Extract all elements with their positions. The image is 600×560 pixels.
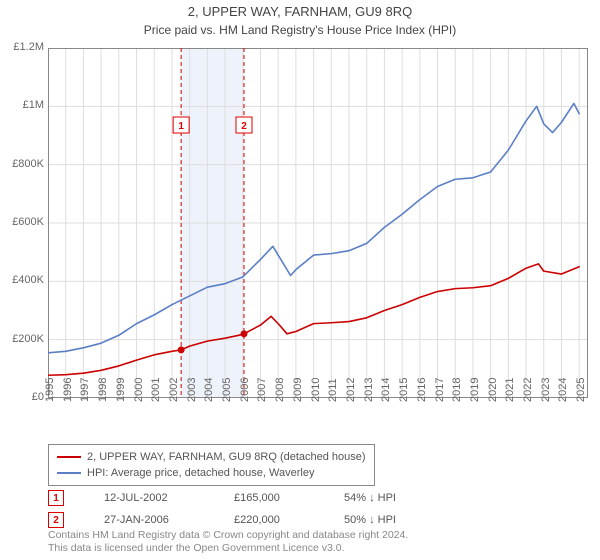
transaction-date: 27-JAN-2006	[104, 514, 194, 526]
footer: Contains HM Land Registry data © Crown c…	[48, 529, 408, 556]
x-tick-label: 2016	[416, 378, 428, 402]
x-tick-label: 2019	[469, 378, 481, 402]
x-tick-label: 2023	[540, 378, 552, 402]
legend-label: HPI: Average price, detached house, Wave…	[87, 465, 314, 481]
x-tick-label: 2018	[451, 378, 463, 402]
x-tick-label: 2006	[239, 378, 251, 402]
y-tick-label: £0	[0, 391, 44, 403]
x-tick-label: 2008	[274, 378, 286, 402]
legend-item: 2, UPPER WAY, FARNHAM, GU9 8RQ (detached…	[57, 449, 366, 465]
x-tick-label: 2021	[504, 378, 516, 402]
x-tick-label: 1998	[97, 378, 109, 402]
x-tick-label: 1996	[62, 378, 74, 402]
page: 2, UPPER WAY, FARNHAM, GU9 8RQ Price pai…	[0, 0, 600, 560]
transaction-row: 2 27-JAN-2006 £220,000 50% ↓ HPI	[48, 512, 396, 528]
y-tick-label: £1.2M	[0, 41, 44, 53]
transaction-price: £220,000	[234, 514, 304, 526]
x-tick-label: 2022	[522, 378, 534, 402]
y-tick-label: £1M	[0, 99, 44, 111]
x-tick-label: 2009	[292, 378, 304, 402]
x-tick-label: 2004	[203, 378, 215, 402]
x-tick-label: 2014	[380, 378, 392, 402]
chart-svg: 12	[48, 48, 588, 398]
x-tick-label: 1995	[44, 378, 56, 402]
x-tick-label: 2005	[221, 378, 233, 402]
legend-swatch	[57, 472, 81, 474]
x-tick-label: 2017	[434, 378, 446, 402]
x-tick-label: 2003	[186, 378, 198, 402]
footer-line2: This data is licensed under the Open Gov…	[48, 542, 408, 556]
transaction-date: 12-JUL-2002	[104, 492, 194, 504]
x-tick-label: 2001	[150, 378, 162, 402]
y-tick-label: £400K	[0, 274, 44, 286]
y-tick-label: £600K	[0, 216, 44, 228]
x-tick-label: 2025	[575, 378, 587, 402]
y-tick-label: £200K	[0, 333, 44, 345]
x-tick-label: 2013	[363, 378, 375, 402]
footer-line1: Contains HM Land Registry data © Crown c…	[48, 529, 408, 543]
x-tick-label: 2010	[310, 378, 322, 402]
x-tick-label: 2020	[487, 378, 499, 402]
legend-item: HPI: Average price, detached house, Wave…	[57, 465, 366, 481]
x-tick-label: 2012	[345, 378, 357, 402]
page-subtitle: Price paid vs. HM Land Registry's House …	[0, 19, 600, 41]
transaction-pct: 50% ↓ HPI	[344, 514, 396, 526]
legend-label: 2, UPPER WAY, FARNHAM, GU9 8RQ (detached…	[87, 449, 366, 465]
transaction-price: £165,000	[234, 492, 304, 504]
svg-text:1: 1	[178, 121, 184, 132]
transaction-marker: 2	[48, 512, 64, 528]
page-title: 2, UPPER WAY, FARNHAM, GU9 8RQ	[0, 0, 600, 19]
svg-text:2: 2	[241, 121, 247, 132]
y-tick-label: £800K	[0, 158, 44, 170]
x-tick-label: 2011	[327, 378, 339, 402]
transaction-row: 1 12-JUL-2002 £165,000 54% ↓ HPI	[48, 490, 396, 506]
legend: 2, UPPER WAY, FARNHAM, GU9 8RQ (detached…	[48, 444, 375, 486]
x-tick-label: 2024	[557, 378, 569, 402]
legend-swatch	[57, 456, 81, 458]
transaction-marker: 1	[48, 490, 64, 506]
price-chart: 12	[48, 48, 588, 398]
x-tick-label: 1997	[79, 378, 91, 402]
transaction-pct: 54% ↓ HPI	[344, 492, 396, 504]
x-tick-label: 2002	[168, 378, 180, 402]
x-tick-label: 2000	[133, 378, 145, 402]
x-tick-label: 2007	[256, 378, 268, 402]
x-tick-label: 1999	[115, 378, 127, 402]
x-tick-label: 2015	[398, 378, 410, 402]
